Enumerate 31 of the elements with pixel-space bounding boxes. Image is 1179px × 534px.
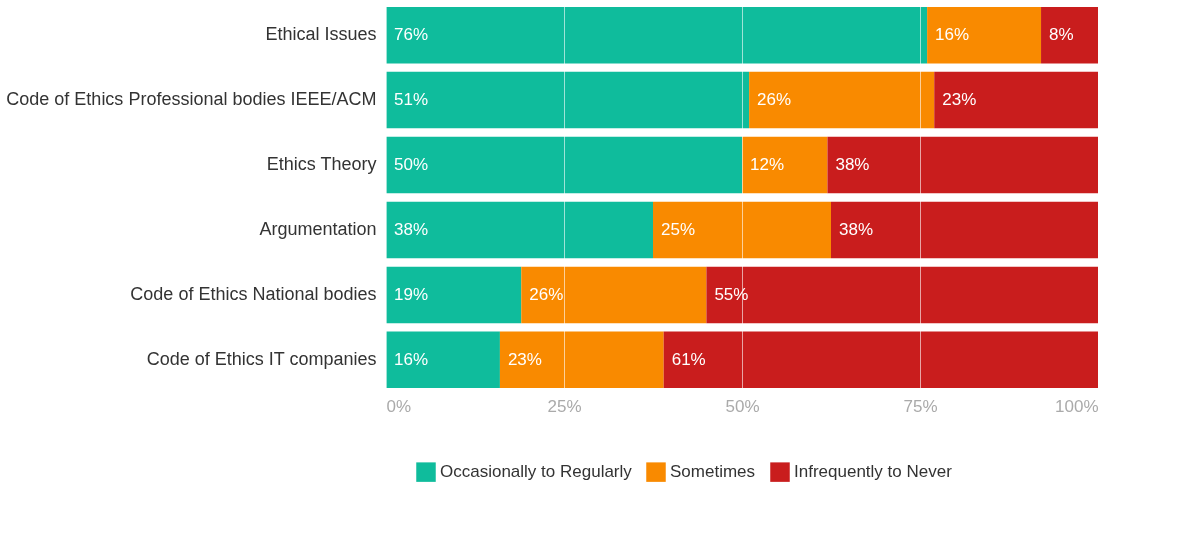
y-tick-label: Code of Ethics Professional bodies IEEE/ACM [6,89,377,110]
legend-label: Sometimes [670,462,756,482]
x-tick-label: 100% [1055,396,1099,416]
y-tick-label: Ethical Issues [265,24,377,45]
data-label: 26% [529,284,564,304]
data-label: 12% [750,155,785,175]
data-label: 38% [394,219,429,239]
data-label: 76% [394,25,429,45]
data-label: 50% [394,155,429,175]
data-label: 38% [839,219,874,239]
x-tick-label: 50% [725,396,760,416]
data-label: 26% [757,90,792,110]
data-label: 23% [507,349,542,369]
data-label: 16% [394,349,429,369]
data-label: 8% [1049,25,1074,45]
data-label: 16% [935,25,970,45]
data-label: 23% [942,90,977,110]
y-tick-label: Ethics Theory [266,154,377,175]
data-label: 25% [661,219,696,239]
x-tick-label: 25% [547,396,582,416]
y-tick-label: Argumentation [259,218,377,239]
legend-label: Occasionally to Regularly [440,462,633,482]
legend-label: Infrequently to Never [794,462,953,482]
y-tick-label: Code of Ethics National bodies [130,283,377,304]
data-label: 38% [835,155,870,175]
data-label: 51% [394,90,429,110]
data-label: 19% [394,284,429,304]
y-tick-label: Code of Ethics IT companies [146,348,377,369]
x-tick-label: 0% [386,396,412,416]
data-label: 61% [671,349,706,369]
x-tick-label: 75% [903,396,938,416]
